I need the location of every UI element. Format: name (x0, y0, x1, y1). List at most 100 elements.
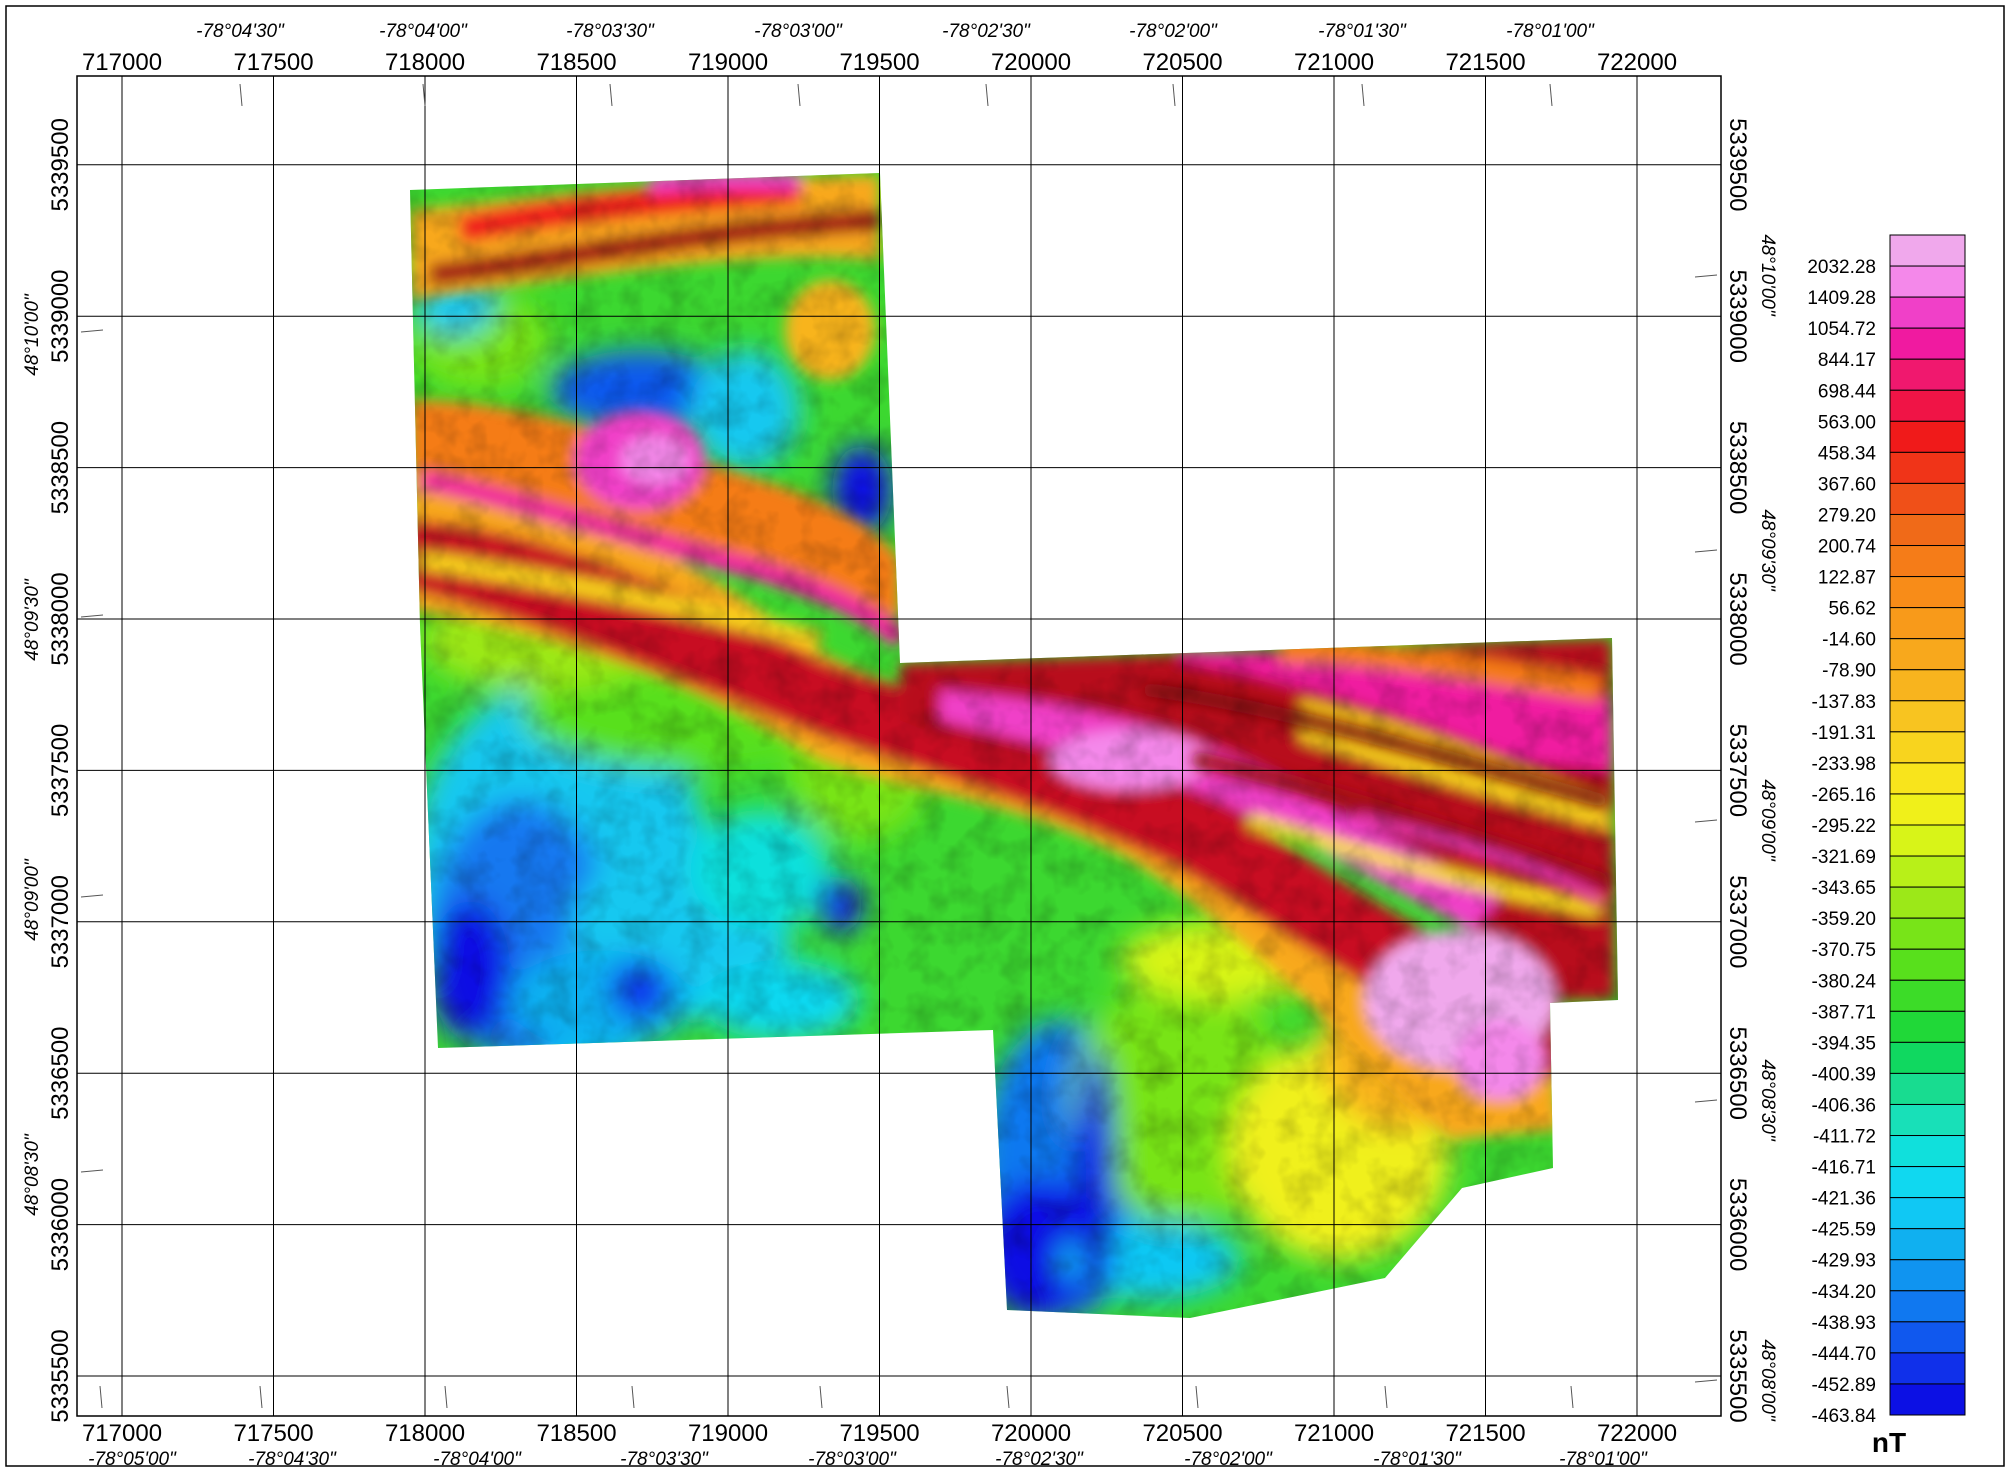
longitude-tick-bottom (259, 1385, 263, 1409)
longitude-tick-bottom (444, 1385, 448, 1409)
easting-label-bottom: 718000 (385, 1420, 465, 1447)
easting-label-bottom: 721000 (1294, 1420, 1374, 1447)
legend-swatch (1889, 482, 1966, 515)
northing-label-right: 5339000 (1724, 269, 1751, 362)
northing-label-left: 5338500 (47, 421, 74, 514)
longitude-tick-top (422, 83, 426, 107)
legend-label: -416.71 (1812, 1158, 1876, 1179)
longitude-label-top: -78°01'00" (1506, 21, 1595, 42)
legend-swatch (1889, 793, 1966, 826)
legend-label: -321.69 (1812, 847, 1876, 868)
legend-swatch (1889, 1259, 1966, 1292)
easting-label-bottom: 719500 (839, 1420, 919, 1447)
legend-label: 1054.72 (1807, 319, 1876, 340)
legend-swatch (1889, 234, 1966, 267)
longitude-label-top: -78°04'30" (196, 21, 285, 42)
legend-swatch (1889, 1228, 1966, 1261)
northing-label-left: 5339000 (47, 269, 74, 362)
longitude-label-bottom: -78°03'30" (620, 1449, 709, 1470)
outer-frame (5, 5, 2005, 1467)
coordinate-labels: 717000 717000 717500 717500 718000 718000 7185… (22, 21, 1778, 1470)
easting-label-top: 719500 (839, 49, 919, 76)
legend-label: 563.00 (1818, 412, 1876, 433)
legend-label: -380.24 (1812, 971, 1877, 992)
easting-label-bottom: 721500 (1445, 1420, 1525, 1447)
legend-label: -78.90 (1822, 661, 1876, 682)
northing-label-right: 5337500 (1724, 724, 1751, 817)
longitude-tick-bottom (1570, 1385, 1574, 1409)
latitude-label-left: 48°09'00" (22, 858, 43, 941)
easting-label-bottom: 722000 (1597, 1420, 1677, 1447)
easting-label-top: 719000 (688, 49, 768, 76)
legend-swatch (1889, 607, 1966, 640)
longitude-label-bottom: -78°01'30" (1373, 1449, 1462, 1470)
legend-swatch (1889, 1321, 1966, 1354)
legend-swatch (1889, 1383, 1966, 1416)
longitude-label-top: -78°04'00" (379, 21, 468, 42)
legend-label: -444.70 (1812, 1344, 1876, 1365)
easting-label-top: 717500 (233, 49, 313, 76)
easting-label-bottom: 720000 (991, 1420, 1071, 1447)
legend-label: -394.35 (1812, 1033, 1876, 1054)
northing-label-right: 5336500 (1724, 1026, 1751, 1119)
latitude-tick-left (80, 329, 104, 333)
legend-swatch (1889, 731, 1966, 764)
latitude-tick-left (80, 614, 104, 618)
legend-swatch (1889, 700, 1966, 733)
latitude-tick-right (1694, 1379, 1718, 1383)
longitude-tick-bottom (1384, 1385, 1388, 1409)
legend-swatch (1889, 1072, 1966, 1105)
northing-label-left: 5338000 (47, 572, 74, 665)
legend-swatch (1889, 1010, 1966, 1043)
legend-swatch (1889, 762, 1966, 795)
latitude-label-left: 48°08'30" (22, 1133, 43, 1216)
legend-label: -406.36 (1812, 1095, 1876, 1116)
legend-label: 844.17 (1818, 350, 1876, 371)
easting-label-top: 718500 (536, 49, 616, 76)
legend-swatch (1889, 545, 1966, 578)
legend-swatch (1889, 979, 1966, 1012)
legend-label: 122.87 (1818, 568, 1876, 589)
legend-swatch (1889, 855, 1966, 888)
easting-label-top: 718000 (385, 49, 465, 76)
latitude-label-right: 48°09'30" (1757, 509, 1778, 592)
legend-label: -400.39 (1812, 1064, 1876, 1085)
northing-label-right: 5337000 (1724, 875, 1751, 968)
latitude-label-right: 48°09'00" (1757, 779, 1778, 862)
legend-swatch (1889, 948, 1966, 981)
legend-label: -387.71 (1812, 1002, 1876, 1023)
northing-label-left: 5336000 (47, 1178, 74, 1271)
latitude-tick-right (1694, 819, 1718, 823)
latitude-tick-left (80, 1169, 104, 1173)
legend-label: 279.20 (1818, 505, 1876, 526)
legend-label: -191.31 (1812, 723, 1876, 744)
legend-unit: nT (1872, 1427, 1906, 1458)
easting-label-top: 717000 (82, 49, 162, 76)
easting-label-bottom: 717500 (233, 1420, 313, 1447)
northing-label-left: 5339500 (47, 118, 74, 211)
legend-label: 2032.28 (1807, 257, 1876, 278)
legend-swatch (1889, 1103, 1966, 1137)
northing-label-left: 5335500 (47, 1329, 74, 1422)
longitude-tick-top (985, 83, 989, 107)
latitude-label-left: 48°09'30" (22, 578, 43, 661)
legend-label: -421.36 (1812, 1189, 1876, 1210)
latitude-label-left: 48°10'00" (22, 293, 43, 376)
northing-label-right: 5338000 (1724, 572, 1751, 665)
legend-label: -425.59 (1812, 1220, 1876, 1241)
northing-label-left: 5337000 (47, 875, 74, 968)
legend-label: -359.20 (1812, 909, 1876, 930)
legend-label: -463.84 (1812, 1406, 1877, 1427)
longitude-tick-top (797, 83, 801, 107)
longitude-label-bottom: -78°02'00" (1184, 1449, 1273, 1470)
easting-label-bottom: 719000 (688, 1420, 768, 1447)
longitude-tick-bottom (631, 1385, 635, 1409)
legend-swatch (1889, 327, 1966, 360)
latitude-tick-right (1694, 1099, 1718, 1103)
easting-label-top: 721500 (1445, 49, 1525, 76)
legend-swatch (1889, 513, 1966, 547)
legend-label: -233.98 (1812, 754, 1876, 775)
easting-label-top: 720500 (1142, 49, 1222, 76)
easting-label-bottom: 718500 (536, 1420, 616, 1447)
